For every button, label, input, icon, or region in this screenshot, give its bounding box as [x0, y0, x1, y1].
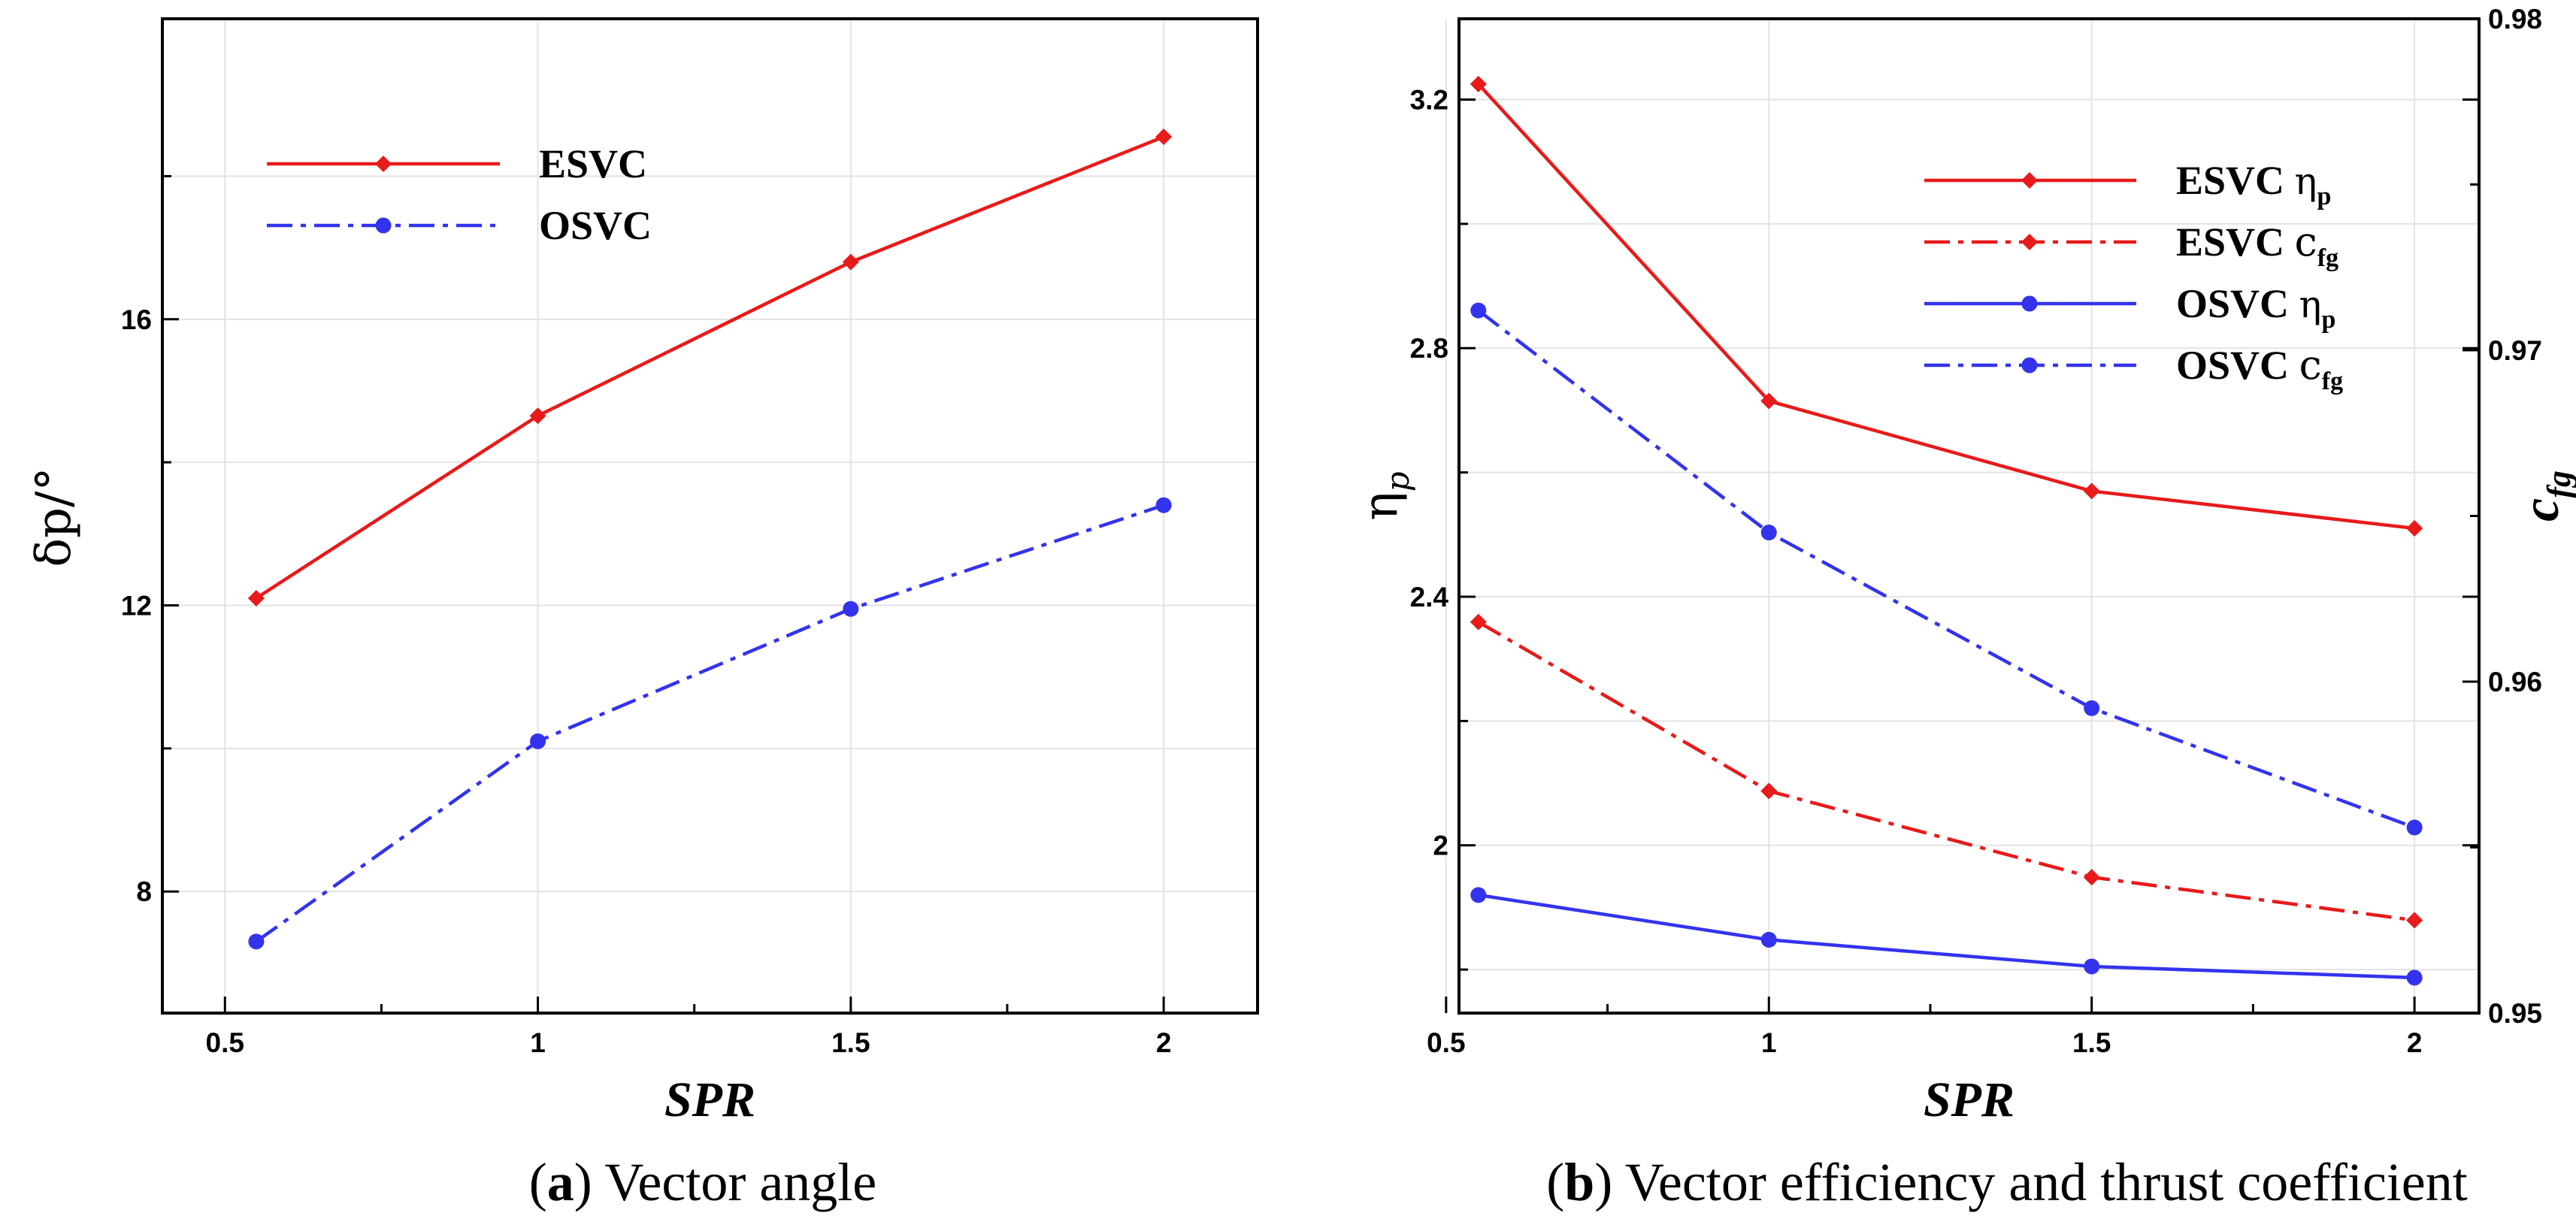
x-axis-label: SPR	[1924, 1072, 2014, 1127]
data-point	[842, 253, 859, 271]
legend-marker	[2021, 234, 2038, 250]
legend-label: OSVC cfg	[2176, 341, 2343, 395]
caption-label: b	[1564, 1152, 1594, 1212]
legend-marker	[2021, 172, 2038, 189]
caption-text: Vector angle	[592, 1152, 877, 1212]
y-tick-label: 2.4	[1410, 582, 1449, 613]
legend: ESVC OSVC	[267, 141, 652, 248]
x-tick-label: 1.5	[2072, 1027, 2111, 1058]
data-point	[1470, 613, 1487, 631]
legend-subscript: p	[2317, 183, 2332, 210]
plot-frame	[161, 17, 1259, 1015]
data-point	[2406, 912, 2423, 929]
caption-paren: (	[529, 1152, 547, 1212]
y2-axis-label: cfg	[2512, 470, 2576, 522]
caption-paren: )	[574, 1152, 592, 1212]
x-tick-label: 1	[530, 1027, 546, 1058]
legend-series-name: ESVC	[2176, 219, 2295, 265]
legend-label: OSVC	[539, 203, 652, 248]
y-tick-label: 2	[1433, 830, 1448, 861]
legend-label: ESVC ηp	[2176, 158, 2331, 210]
x-axis-label: SPR	[664, 1072, 755, 1127]
y-tick-label: 3.2	[1410, 84, 1448, 115]
data-point	[2084, 700, 2100, 716]
y-tick-label: 2.8	[1410, 333, 1448, 364]
caption-text: Vector efficiency and thrust coefficient	[1612, 1152, 2468, 1212]
x-tick-label: 0.5	[1427, 1027, 1465, 1058]
y-axis-label: ηp	[1353, 471, 1416, 520]
series-line-esvc-p	[1477, 83, 2415, 531]
caption-label: a	[547, 1152, 574, 1212]
data-point	[529, 407, 546, 425]
y-label-subscript: p	[1379, 471, 1416, 492]
legend-label: ESVC cfg	[2176, 218, 2338, 272]
x-tick-label: 1.5	[831, 1027, 870, 1058]
legend-series-name: OSVC	[2176, 343, 2299, 388]
plot-frame	[1458, 17, 2481, 1015]
y2-tick-label: 0.95	[2488, 998, 2542, 1029]
data-point	[1155, 129, 1173, 146]
y-tick-label: 12	[121, 590, 152, 621]
legend-symbol: η	[2295, 159, 2317, 203]
legend-symbol: c	[2299, 341, 2322, 389]
data-point	[1470, 887, 1487, 903]
data-point	[843, 600, 859, 617]
y-tick-label: 16	[121, 304, 152, 335]
y2-label-subscript: fg	[2541, 470, 2576, 498]
chart-b-vector-efficiency: 0.5 1 1.5 2 2 2.4 2.8 3.2 0.95 0.96 0.97 0.98 SPR (b)…	[1353, 4, 2576, 1212]
series-line-osvc-p	[1478, 893, 2415, 980]
data-point	[2083, 869, 2100, 886]
series-line-osvc	[255, 504, 1164, 943]
data-point	[2084, 958, 2100, 975]
x-tick-label: 2	[2407, 1027, 2423, 1058]
data-point	[2406, 969, 2423, 986]
y-axis-label: δp/°	[26, 467, 82, 567]
data-point	[248, 933, 265, 950]
legend-marker	[375, 217, 392, 234]
y2-tick-label: 0.98	[2488, 4, 2542, 35]
data-point	[1760, 782, 1778, 800]
legend-symbol: η	[2299, 283, 2322, 326]
legend-symbol: c	[2295, 218, 2317, 265]
legend-label: OSVC ηp	[2176, 281, 2335, 334]
caption-paren: )	[1594, 1152, 1612, 1212]
legend-series-name: OSVC	[2176, 281, 2299, 326]
legend-subscript: fg	[2322, 368, 2343, 395]
data-point	[530, 733, 546, 749]
y2-label-symbol: c	[2512, 498, 2570, 522]
legend-marker	[2021, 357, 2038, 374]
y-label-symbol: η	[1353, 492, 1409, 520]
series-line-osvc-fg	[1477, 309, 2415, 830]
x-tick-label: 2	[1156, 1027, 1172, 1058]
legend-subscript: fg	[2317, 244, 2338, 272]
figure-caption: (b) Vector efficiency and thrust coeffic…	[1546, 1152, 2468, 1212]
data-point	[1470, 75, 1487, 92]
data-point	[247, 589, 265, 606]
legend-marker	[2021, 295, 2038, 312]
data-point	[2083, 482, 2100, 500]
data-point	[2406, 819, 2423, 836]
data-point	[1760, 392, 1778, 410]
x-tick-label: 0.5	[206, 1027, 244, 1058]
y-tick-label: 8	[136, 876, 152, 907]
legend-marker	[375, 156, 392, 172]
legend-series-name: ESVC	[2176, 158, 2295, 203]
x-tick-label: 1	[1761, 1027, 1777, 1058]
data-point	[1470, 302, 1487, 319]
data-point	[1155, 497, 1172, 513]
data-point	[1760, 931, 1777, 948]
y2-tick-label: 0.97	[2488, 335, 2542, 366]
data-point	[1760, 525, 1777, 541]
legend-label: ESVC	[539, 141, 647, 186]
series-line-esvc-fg	[1477, 620, 2415, 922]
data-point	[2406, 520, 2423, 537]
legend-subscript: p	[2322, 306, 2336, 334]
chart-a-vector-angle: 0.5 1 1.5 2 8 12 16 SPR (a) Vector angle δp/° ESVC…	[26, 17, 1259, 1212]
series-line-esvc	[255, 135, 1164, 600]
caption-paren: (	[1546, 1152, 1564, 1212]
figure-caption: (a) Vector angle	[529, 1152, 877, 1212]
y2-tick-label: 0.96	[2488, 667, 2542, 697]
